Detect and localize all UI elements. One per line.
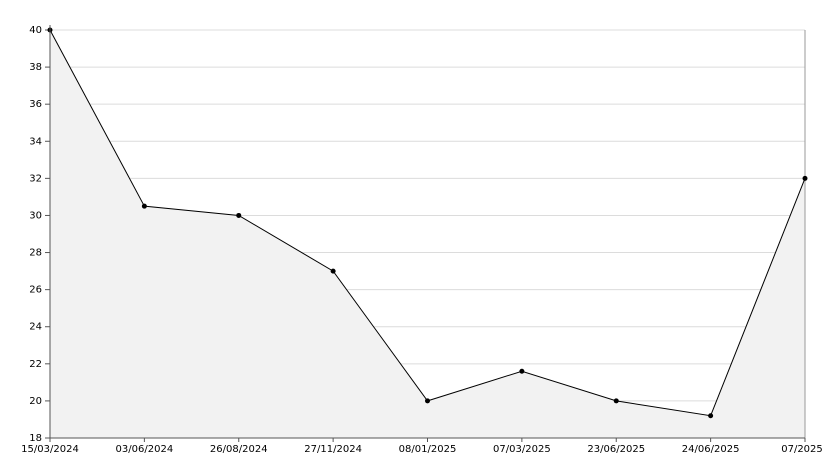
y-tick-label: 28 [29,248,42,259]
marker [425,398,430,404]
x-tick-label: 26/08/2024 [210,444,268,455]
marker [802,175,808,181]
marker [236,212,242,218]
x-tick-label: 24/06/2025 [682,444,740,455]
x-tick-label: 07/03/2025 [493,444,551,455]
marker [613,398,619,404]
y-tick-label: 20 [29,396,42,407]
y-tick-label: 18 [29,433,42,444]
x-tick-label: 03/06/2024 [116,444,174,455]
y-tick-label: 36 [29,99,42,110]
x-tick-label: 23/06/2025 [587,444,645,455]
y-tick-label: 34 [29,136,42,147]
x-tick-label: 07/2025 [781,444,823,455]
y-tick-label: 26 [29,285,42,296]
y-tick-label: 32 [29,173,42,184]
marker [519,368,525,374]
x-tick-label: 08/01/2025 [399,444,457,455]
y-tick-label: 22 [29,359,42,370]
x-tick-label: 27/11/2024 [304,444,362,455]
marker [708,413,714,419]
y-tick-label: 38 [29,62,42,73]
x-tick-label: 15/03/2024 [21,444,79,455]
marker [330,268,336,274]
y-tick-label: 40 [29,25,42,36]
area [50,30,805,438]
marker [141,203,147,209]
y-tick-label: 30 [29,210,42,221]
y-tick-label: 24 [29,322,42,333]
